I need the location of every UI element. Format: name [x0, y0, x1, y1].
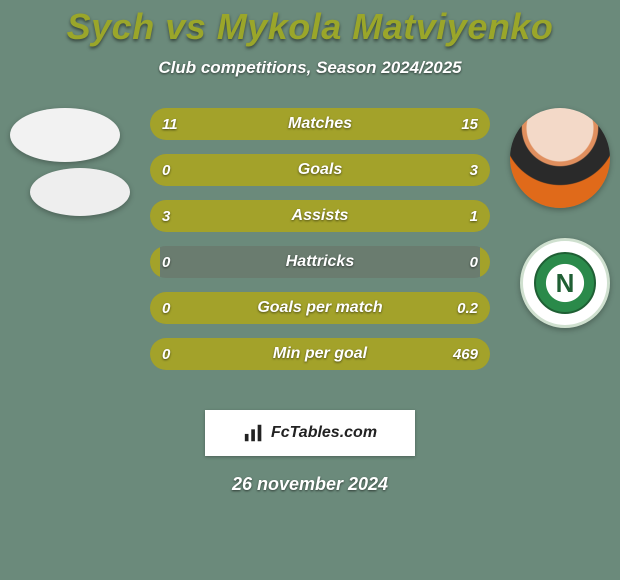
bar-fill-left: [150, 108, 293, 140]
stat-value-right: 0: [470, 246, 478, 278]
bar-fill-right: [293, 108, 490, 140]
fctables-badge: FcTables.com: [205, 410, 415, 456]
bar-fill-left: [150, 154, 160, 186]
stat-row: Hattricks0 0: [150, 246, 490, 278]
content: Sych vs Mykola Matviyenko Club competiti…: [0, 0, 620, 580]
bar-fill-left: [150, 246, 160, 278]
bar-fill-left: [150, 200, 415, 232]
bar-fill-left: [150, 338, 160, 370]
footer-date: 26 november 2024: [232, 474, 388, 495]
player-right-avatar: [510, 108, 610, 208]
stat-bars: Matches1115 Goals03 Assists31 Hattricks0 0 Go…: [150, 108, 490, 370]
bar-fill-right: [415, 200, 490, 232]
stat-row: Goals03: [150, 154, 490, 186]
player-right-club-badge: N: [520, 238, 610, 328]
bar-fill-right: [160, 292, 490, 324]
club-badge-initial: N: [556, 268, 575, 299]
stat-row: Min per goal0469: [150, 338, 490, 370]
stat-row: Assists31: [150, 200, 490, 232]
page-title: Sych vs Mykola Matviyenko: [67, 6, 554, 48]
bar-fill-right: [160, 338, 490, 370]
subtitle: Club competitions, Season 2024/2025: [158, 58, 461, 78]
bar-chart-icon: [243, 422, 265, 444]
fctables-label: FcTables.com: [271, 424, 377, 442]
bar-fill-right: [480, 246, 490, 278]
bar-fill-right: [160, 154, 490, 186]
stat-value-left: 0: [162, 246, 170, 278]
bar-fill-left: [150, 292, 160, 324]
stat-label: Hattricks: [150, 246, 490, 278]
player-left-avatar: [10, 108, 120, 162]
player-left-club-badge: [30, 168, 130, 216]
club-badge-graphic: N: [530, 248, 600, 318]
comparison-zone: N Matches1115 Goals03 Assists31 Hattricks0 0…: [10, 108, 610, 398]
stat-row: Goals per match00.2: [150, 292, 490, 324]
stat-row: Matches1115: [150, 108, 490, 140]
